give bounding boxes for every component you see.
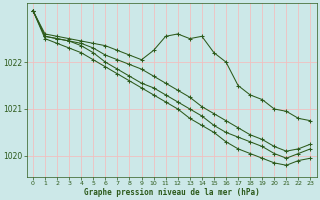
X-axis label: Graphe pression niveau de la mer (hPa): Graphe pression niveau de la mer (hPa) xyxy=(84,188,260,197)
